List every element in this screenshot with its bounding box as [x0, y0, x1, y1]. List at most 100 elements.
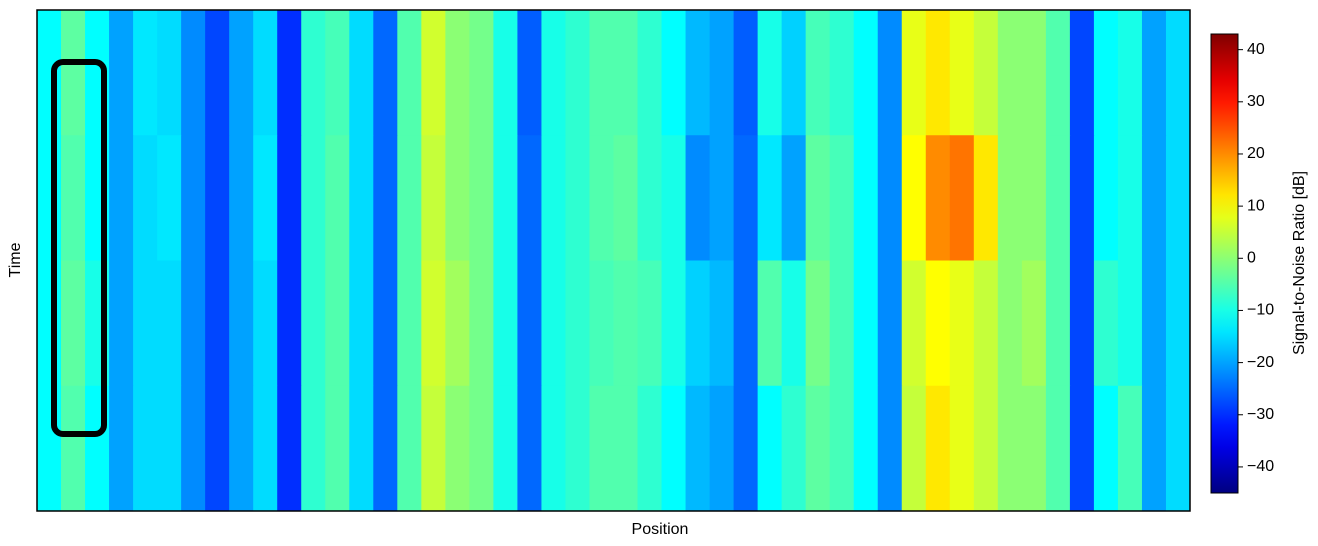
heatmap-cell [1142, 135, 1167, 261]
heatmap-cell [493, 386, 518, 512]
heatmap-cell [710, 261, 735, 387]
heatmap-cell [782, 261, 807, 387]
heatmap-cell [926, 386, 951, 512]
heatmap-cell [469, 135, 494, 261]
heatmap-cell [734, 135, 759, 261]
heatmap-cell [686, 135, 711, 261]
colorbar-tick-label: −20 [1247, 354, 1274, 371]
heatmap-cell [1166, 135, 1191, 261]
heatmap-cell [974, 135, 999, 261]
heatmap-cell [133, 386, 158, 512]
heatmap-cell [1118, 10, 1143, 136]
heatmap-cell [277, 261, 302, 387]
heatmap-cell [373, 261, 398, 387]
heatmap-cell [445, 261, 470, 387]
heatmap-cell [229, 261, 254, 387]
heatmap-cell [782, 10, 807, 136]
heatmap-cell [662, 10, 687, 136]
heatmap-cell [614, 135, 639, 261]
heatmap-cell [782, 386, 807, 512]
heatmap-cell [1142, 386, 1167, 512]
heatmap-cell [758, 135, 783, 261]
heatmap-cell [109, 386, 134, 512]
heatmap-cell [157, 261, 182, 387]
heatmap-cell [878, 10, 903, 136]
heatmap-cell [782, 135, 807, 261]
heatmap-cell [589, 261, 614, 387]
heatmap-cell [1166, 261, 1191, 387]
heatmap-cell [517, 10, 542, 136]
heatmap-cell [445, 386, 470, 512]
heatmap-cell [277, 10, 302, 136]
heatmap-cell [1022, 261, 1047, 387]
heatmap-cell [830, 386, 855, 512]
heatmap-cell [974, 261, 999, 387]
heatmap-cell [1142, 10, 1167, 136]
heatmap-cell [1046, 261, 1071, 387]
heatmap-cell [638, 386, 663, 512]
heatmap-cell [1166, 386, 1191, 512]
heatmap-cell [301, 261, 326, 387]
heatmap-cell [253, 261, 278, 387]
heatmap-cell [998, 135, 1023, 261]
heatmap-cell [61, 10, 86, 136]
heatmap-cell [1118, 261, 1143, 387]
heatmap-cell [205, 10, 230, 136]
heatmap-cell [638, 135, 663, 261]
heatmap-cell [950, 261, 975, 387]
heatmap-cell [854, 386, 879, 512]
heatmap-cell [253, 386, 278, 512]
heatmap-cell [445, 10, 470, 136]
heatmap-cell [181, 386, 206, 512]
heatmap-cell [205, 261, 230, 387]
heatmap-cell [1166, 10, 1191, 136]
heatmap-cell [37, 135, 62, 261]
heatmap-cell [662, 135, 687, 261]
heatmap-cell [493, 135, 518, 261]
heatmap-cell [565, 261, 590, 387]
heatmap-cell [878, 261, 903, 387]
heatmap-cell [806, 135, 831, 261]
heatmap-cell [1046, 135, 1071, 261]
heatmap-cell [517, 386, 542, 512]
heatmap-cell [1046, 386, 1071, 512]
heatmap-cell [1022, 135, 1047, 261]
heatmap-cell [878, 386, 903, 512]
heatmap-cell [565, 10, 590, 136]
heatmap-cell [926, 10, 951, 136]
heatmap-cell [421, 261, 446, 387]
heatmap-cell [325, 10, 350, 136]
heatmap-cell [686, 261, 711, 387]
heatmap-cell [397, 386, 422, 512]
heatmap-cell [758, 10, 783, 136]
heatmap-cell [758, 261, 783, 387]
heatmap-cell [710, 10, 735, 136]
heatmap-cell [589, 10, 614, 136]
heatmap-cell [157, 10, 182, 136]
heatmap-cell [397, 135, 422, 261]
heatmap-cell [1094, 386, 1119, 512]
heatmap-cell [349, 386, 374, 512]
heatmap-cell [277, 135, 302, 261]
heatmap-cell [229, 135, 254, 261]
heatmap-cell [301, 386, 326, 512]
heatmap-cell [854, 135, 879, 261]
heatmap-cell [830, 10, 855, 136]
heatmap-cell [710, 135, 735, 261]
heatmap-cell [253, 10, 278, 136]
heatmap-cell [373, 386, 398, 512]
heatmap-cell [734, 261, 759, 387]
heatmap-cell [205, 135, 230, 261]
heatmap-cell [974, 10, 999, 136]
heatmap-cell [109, 135, 134, 261]
heatmap-cell [133, 135, 158, 261]
heatmap-cell [926, 135, 951, 261]
heatmap-cell [253, 135, 278, 261]
heatmap-cell [998, 261, 1023, 387]
colorbar-tick-label: 20 [1247, 145, 1265, 162]
heatmap-cell [806, 10, 831, 136]
colorbar-tick-label: −10 [1247, 302, 1274, 319]
heatmap-cell [301, 10, 326, 136]
heatmap-cell [157, 386, 182, 512]
heatmap-cell [950, 10, 975, 136]
